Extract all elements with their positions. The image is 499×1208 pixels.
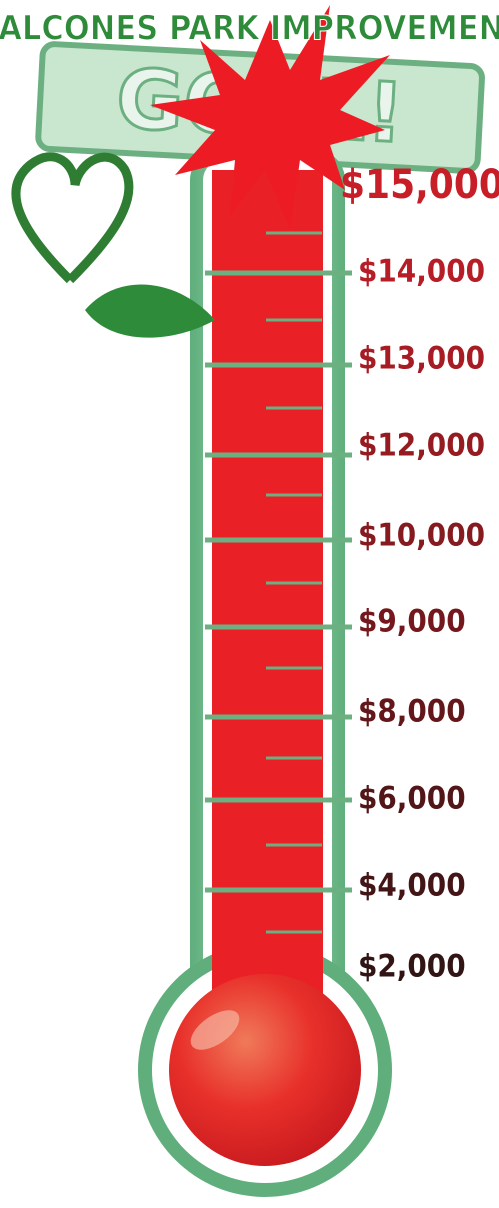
page: GOAL! BALCONES PARK IMPROVEMENT $15,000$…: [0, 0, 499, 1208]
scale-label: $9,000: [358, 604, 466, 640]
scale-label: $15,000: [340, 162, 499, 208]
scale-label: $6,000: [358, 781, 466, 817]
scale-label: $8,000: [358, 694, 466, 730]
title: BALCONES PARK IMPROVEMENT: [0, 9, 499, 49]
scale-label: $4,000: [358, 868, 466, 904]
scale-label: $10,000: [358, 518, 485, 554]
scale-label: $14,000: [358, 254, 485, 290]
scale-label: $2,000: [358, 949, 466, 985]
thermometer-graphic: GOAL! BALCONES PARK IMPROVEMENT $15,000$…: [0, 0, 499, 1208]
heart-icon: [16, 157, 129, 280]
bulb: [169, 974, 361, 1166]
scale-label: $13,000: [358, 341, 485, 377]
scale-label: $12,000: [358, 428, 485, 464]
mercury: [212, 170, 323, 1040]
